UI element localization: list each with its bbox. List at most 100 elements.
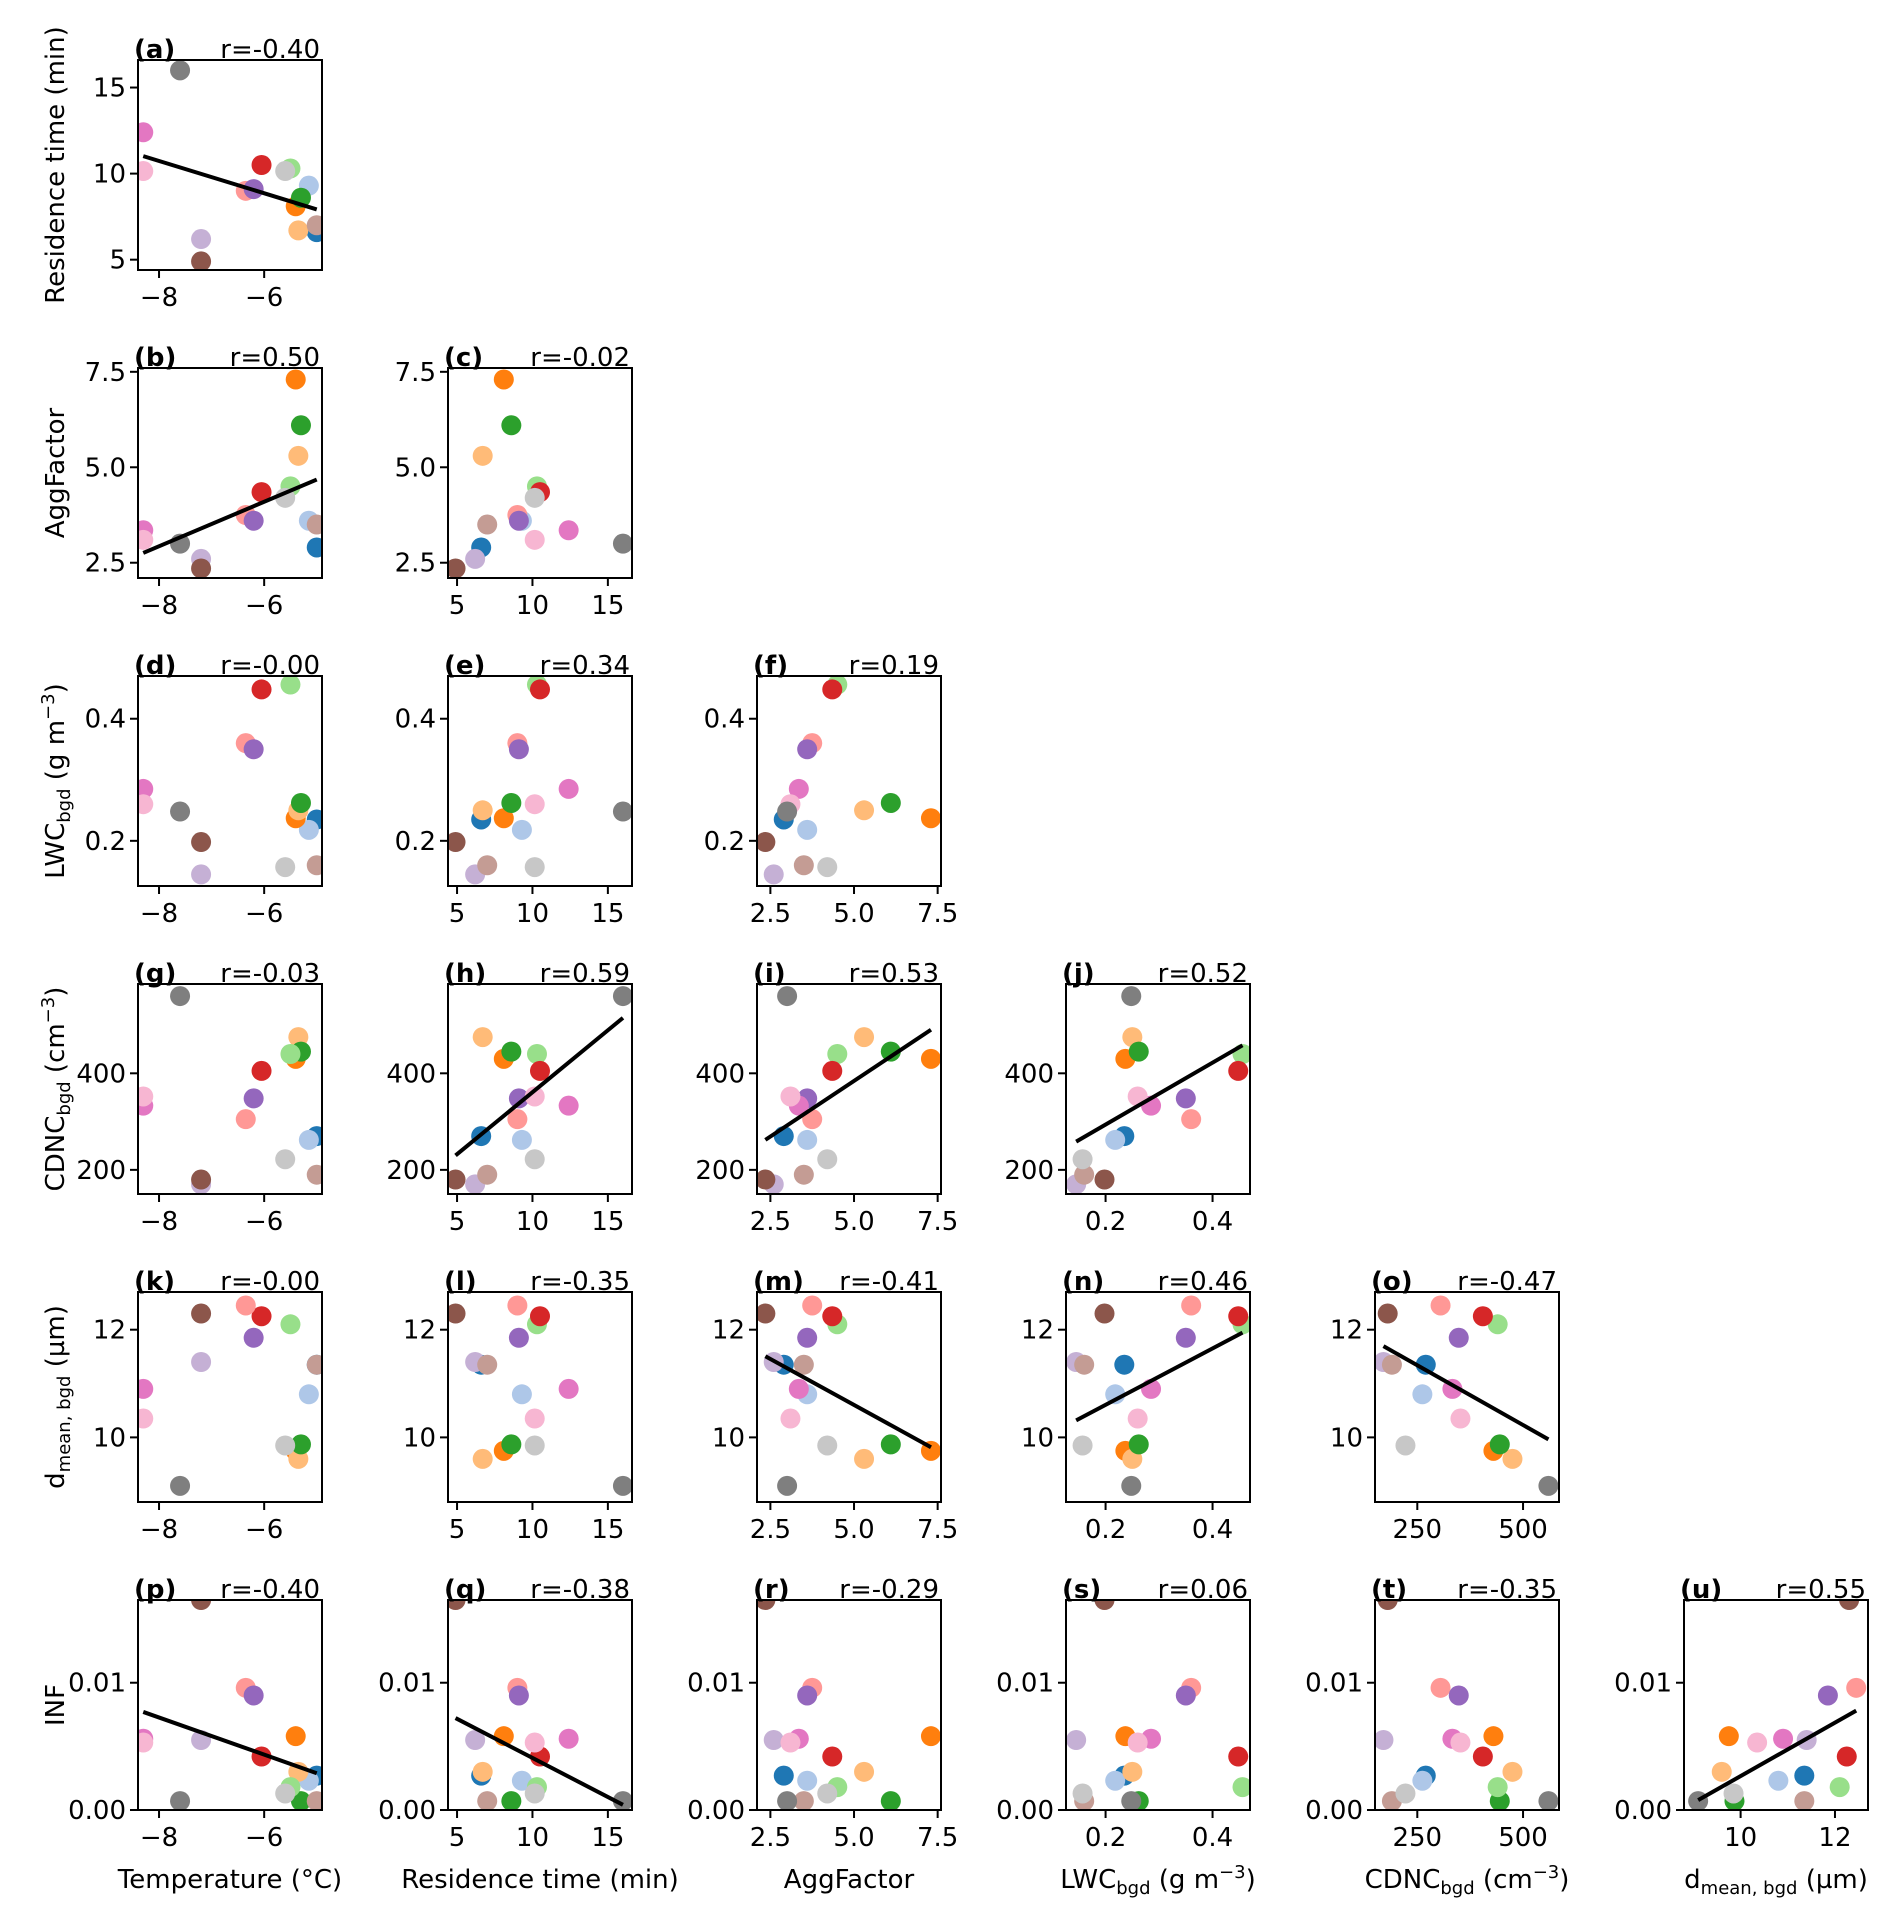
y-axis-label: INF: [41, 1684, 71, 1726]
data-point: [1538, 1475, 1559, 1496]
regression-line: [764, 1354, 932, 1449]
panel-s: 0.2 0.4 0.00 0.01 (s) r=0.06: [996, 1575, 1251, 1853]
axes-frame: [1065, 1291, 1251, 1503]
y-tick-label: 0.00: [687, 1796, 745, 1826]
y-tick-label: 15: [93, 74, 126, 104]
data-point: [1395, 1435, 1416, 1456]
data-point: [472, 445, 493, 466]
y-tick-label: 12: [1330, 1316, 1363, 1346]
data-point: [298, 1129, 319, 1150]
data-point: [797, 1129, 818, 1150]
y-axis-label: CDNCbgd (cm−3): [38, 987, 75, 1192]
data-point: [1430, 1295, 1451, 1316]
correlation-label: r=-0.35: [530, 1267, 630, 1297]
data-point: [1829, 1777, 1850, 1798]
axes-frame: [1683, 1599, 1869, 1811]
data-point: [1377, 1303, 1398, 1324]
data-point: [501, 1791, 522, 1810]
data-point: [1066, 1730, 1087, 1750]
x-tick-label: 10: [516, 1515, 549, 1545]
y-tick-label: 400: [386, 1059, 436, 1089]
x-tick-label: 250: [1392, 1823, 1442, 1853]
data-point: [170, 60, 191, 81]
y-tick-label: 400: [1004, 1059, 1054, 1089]
data-point: [1412, 1770, 1433, 1791]
panel-label: (e): [444, 651, 485, 681]
panel-o: 250 500 10 12 (o) r=-0.47: [1330, 1267, 1560, 1545]
x-tick-label: −8: [140, 899, 178, 929]
x-tick-label: 2.5: [750, 1207, 791, 1237]
x-tick-label: 250: [1392, 1515, 1442, 1545]
data-point: [1483, 1726, 1504, 1747]
data-point: [477, 1791, 498, 1810]
data-point: [793, 855, 814, 876]
data-point: [306, 1164, 322, 1185]
data-point: [822, 679, 843, 700]
axes-frame: [137, 1291, 323, 1503]
data-point: [191, 229, 212, 250]
regression-line: [142, 1710, 318, 1776]
data-point: [1472, 1746, 1493, 1767]
data-point: [780, 1408, 801, 1429]
regression-line: [1075, 1043, 1244, 1144]
panel-m: 2.5 5.0 7.5 10 12 (m) r=-0.41: [712, 1267, 958, 1545]
x-tick-label: −6: [245, 591, 283, 621]
data-point: [817, 1783, 838, 1804]
data-point: [280, 1314, 301, 1335]
data-point: [243, 1327, 264, 1348]
data-point: [275, 857, 296, 878]
panel-label: (r): [753, 1575, 790, 1605]
data-point: [508, 1327, 529, 1348]
axes-frame: [1065, 983, 1251, 1195]
data-point: [1228, 1060, 1249, 1081]
correlation-label: r=0.19: [849, 651, 939, 681]
correlation-label: r=0.50: [230, 343, 320, 373]
data-point: [191, 864, 212, 885]
data-point: [1128, 1434, 1149, 1455]
correlation-label: r=-0.35: [1457, 1575, 1557, 1605]
y-tick-label: 0.00: [1614, 1796, 1672, 1826]
y-tick-label: 200: [695, 1156, 745, 1186]
panel-label: (u): [1680, 1575, 1722, 1605]
axes-frame: [447, 1599, 633, 1811]
data-point: [243, 510, 264, 531]
x-tick-label: 0.4: [1192, 1207, 1233, 1237]
x-tick-label: 15: [591, 899, 624, 929]
data-point: [472, 1448, 493, 1469]
data-point: [191, 1169, 212, 1190]
data-point: [138, 778, 154, 799]
data-point: [1122, 1761, 1143, 1782]
panel-label: (i): [753, 959, 786, 989]
data-point: [788, 778, 809, 799]
panel-q: 5 10 15 0.00 0.01 (q) r=-0.38: [378, 1575, 633, 1853]
y-tick-label: 0.00: [996, 1796, 1054, 1826]
data-point: [138, 1408, 154, 1429]
x-tick-label: 10: [516, 591, 549, 621]
data-point: [612, 1475, 632, 1496]
data-point: [524, 1732, 545, 1753]
panel-label: (f): [753, 651, 788, 681]
regression-line: [142, 154, 318, 212]
regression-line: [1382, 1344, 1550, 1442]
data-point: [1094, 1169, 1115, 1190]
data-point: [854, 1027, 875, 1048]
axes-frame: [137, 675, 323, 887]
data-point: [920, 1726, 941, 1747]
correlation-label: r=0.52: [1158, 959, 1248, 989]
panel-u: 10 12 0.00 0.01 (u) r=0.55: [1614, 1575, 1869, 1853]
data-point: [501, 1041, 522, 1062]
data-point: [788, 1378, 809, 1399]
data-point: [763, 864, 784, 885]
x-tick-label: −6: [245, 1823, 283, 1853]
panel-label: (h): [444, 959, 486, 989]
data-point: [275, 161, 296, 182]
data-point: [797, 1685, 818, 1706]
panel-r: 2.5 5.0 7.5 0.00 0.01 (r) r=-0.29: [687, 1575, 958, 1853]
data-point: [251, 482, 272, 503]
data-point: [1127, 1408, 1148, 1429]
data-point: [472, 1761, 493, 1782]
axes-frame: [447, 1291, 633, 1503]
data-point: [477, 1164, 498, 1185]
x-tick-label: −8: [140, 1823, 178, 1853]
axes-frame: [447, 367, 633, 579]
